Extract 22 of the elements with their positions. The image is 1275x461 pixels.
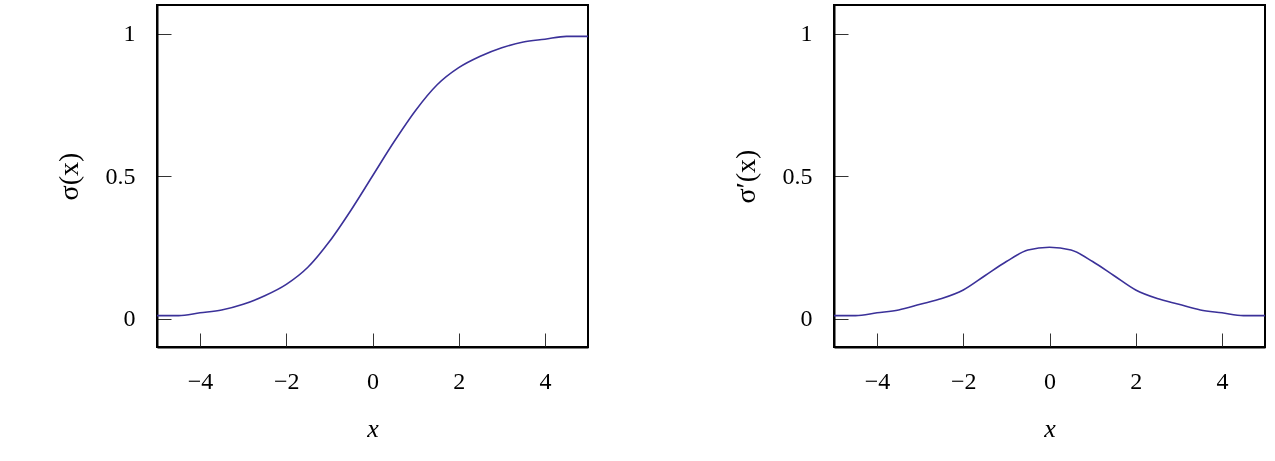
y-tick-label: 1 [123,20,136,46]
x-tick-label: −4 [864,367,891,394]
x-tick-label: 2 [1130,367,1143,394]
x-tick-label: −2 [951,367,977,394]
x-tick-label: 0 [1044,367,1056,394]
y-tick-label: 0.5 [105,162,136,189]
x-tick-label: 4 [539,367,552,394]
x-axis-title: x [366,413,380,443]
x-tick-label: 2 [453,367,466,394]
x-axis-title: x [1043,413,1057,443]
x-tick-label: 4 [1216,367,1229,394]
x-tick-label: 0 [367,367,379,394]
y-tick-label: 1 [800,20,813,46]
line-series [834,246,1265,317]
y-tick-label: 0.5 [782,162,813,189]
y-axis-title: σ′(x) [729,149,761,204]
y-tick-label: 0 [800,305,813,331]
y-axis-title: σ(x) [52,152,84,201]
x-tick-label: −4 [187,367,214,394]
y-tick-label: 0 [123,305,136,331]
x-tick-label: −2 [274,367,300,394]
line-series [157,35,588,317]
